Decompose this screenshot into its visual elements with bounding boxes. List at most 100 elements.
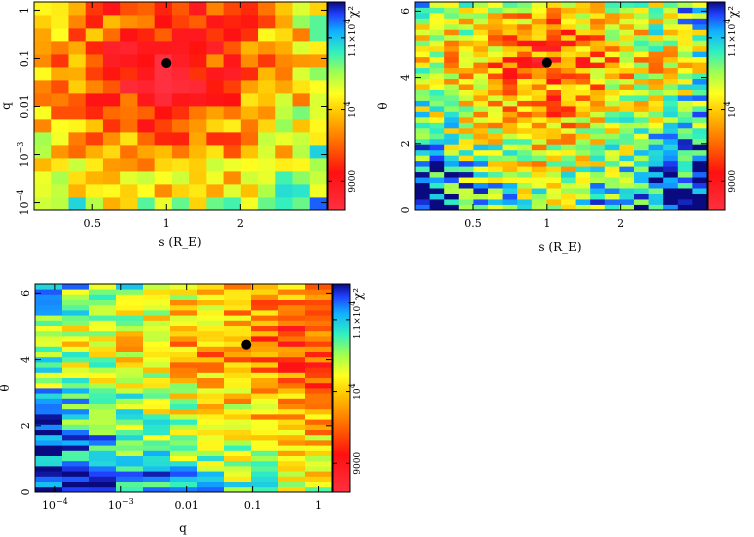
heatmap-cell (619, 106, 635, 112)
heatmap-cell (116, 325, 144, 332)
heatmap-cell (170, 434, 198, 441)
heatmap-cell (197, 440, 225, 446)
heatmap-cell (663, 18, 679, 25)
heatmap-cell (278, 299, 306, 306)
heatmap-cell (634, 45, 649, 52)
heatmap-cell (189, 2, 207, 16)
heatmap-cell (85, 80, 104, 94)
heatmap-cell (444, 89, 460, 96)
heatmap-cell (62, 341, 90, 347)
heatmap-cell (415, 144, 430, 151)
tick-label: 0 (399, 207, 412, 214)
heatmap-cell (197, 445, 225, 451)
heatmap-cell (89, 351, 117, 358)
heatmap-cell (619, 122, 635, 129)
heatmap-cell (561, 116, 576, 123)
heatmap-cell (488, 116, 503, 123)
heatmap-cell (35, 445, 63, 451)
heatmap-cell (517, 177, 533, 184)
heatmap-cell (575, 127, 591, 134)
heatmap-cell (415, 51, 430, 58)
plot-frame (34, 283, 333, 493)
heatmap-cell (305, 325, 333, 332)
heatmap-cell (634, 73, 649, 80)
heatmap-cell (415, 193, 430, 200)
heatmap-cell (35, 466, 63, 472)
heatmap-cell (444, 56, 460, 63)
heatmap-cell (531, 100, 547, 107)
heatmap-cell (143, 351, 171, 358)
heatmap-cell (240, 197, 259, 211)
heatmap-cell (278, 414, 306, 420)
heatmap-cell (116, 466, 144, 472)
heatmap-cell (143, 408, 171, 415)
heatmap-cell (444, 78, 460, 85)
heatmap-cell (35, 310, 63, 316)
heatmap-cell (429, 111, 445, 118)
heatmap-cell (34, 67, 52, 81)
heatmap-cell (258, 2, 276, 16)
heatmap-cell (278, 440, 306, 446)
heatmap-cell (292, 15, 311, 29)
heatmap-cell (251, 382, 279, 389)
heatmap-cell (677, 73, 693, 80)
heatmap-cell (62, 445, 90, 451)
heatmap-cell (488, 193, 503, 200)
heatmap-cell (278, 346, 306, 352)
heatmap-cell (575, 89, 591, 96)
heatmap-cell (223, 171, 242, 185)
heatmap-cell (619, 62, 635, 69)
heatmap-cell (224, 299, 252, 306)
heatmap-cell (305, 351, 333, 358)
heatmap-cell (546, 18, 562, 25)
heatmap-cell (275, 93, 293, 107)
heatmap-cell (444, 23, 460, 30)
heatmap-cell (62, 289, 90, 295)
heatmap-cell (154, 67, 173, 81)
heatmap-cell (604, 89, 620, 96)
heatmap-cell (223, 67, 242, 81)
heatmap-cell (240, 93, 259, 107)
heatmap-cell (224, 450, 252, 456)
heatmap-cell (275, 145, 293, 159)
heatmap-cell (517, 89, 533, 96)
heatmap-cell (224, 414, 252, 420)
heatmap-cell (604, 122, 620, 129)
heatmap-cell (619, 149, 635, 156)
heatmap-cell (546, 199, 562, 205)
heatmap-cell (143, 429, 171, 436)
heatmap-cell (305, 471, 333, 477)
heatmap-cell (619, 133, 635, 140)
heatmap-cell (137, 2, 156, 16)
heatmap-cell (309, 184, 328, 198)
heatmap-cell (206, 145, 224, 159)
heatmap-cell (223, 184, 242, 198)
heatmap-cell (663, 73, 679, 80)
heatmap-cell (458, 84, 474, 90)
heatmap-cell (502, 56, 518, 63)
heatmap-cell (224, 294, 252, 300)
heatmap-cell (619, 116, 635, 123)
heatmap-cell (473, 122, 489, 129)
heatmap-cell (604, 127, 620, 134)
heatmap-cell (305, 320, 333, 326)
heatmap-cell (171, 197, 190, 211)
heatmap-cell (458, 45, 474, 52)
heatmap-cell (292, 197, 311, 211)
heatmap-cell (278, 388, 306, 394)
heatmap-cell (458, 34, 474, 41)
heatmap-cell (143, 362, 171, 368)
heatmap-cell (502, 12, 518, 19)
heatmap-cell (517, 149, 533, 156)
heatmap-cell (502, 95, 518, 101)
heatmap-cell (488, 73, 503, 80)
heatmap-cell (590, 188, 606, 194)
heatmap-cell (561, 127, 576, 134)
heatmap-cell (116, 284, 144, 290)
heatmap-cell (415, 95, 430, 101)
heatmap-cell (223, 93, 242, 107)
heatmap-cell (278, 325, 306, 332)
heatmap-cell (154, 80, 173, 94)
heatmap-cell (444, 12, 460, 19)
